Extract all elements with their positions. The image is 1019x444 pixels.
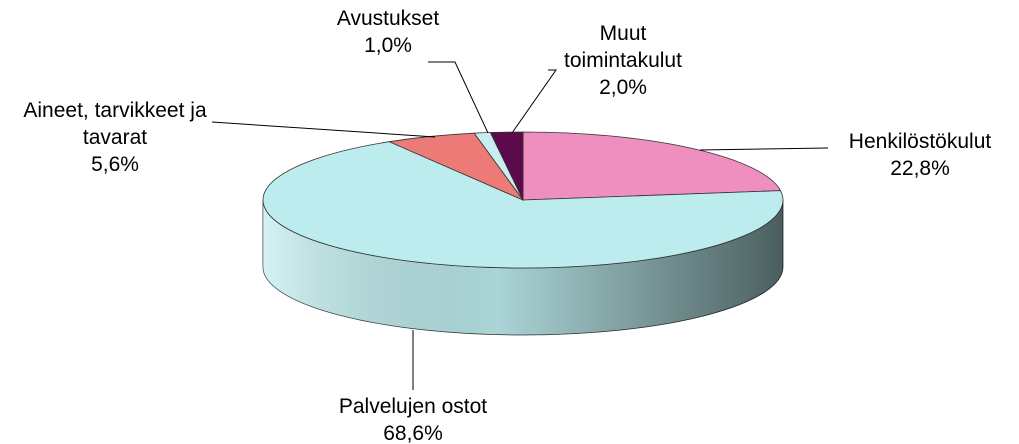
leader-line [699, 147, 829, 151]
slice-side-shade [263, 200, 783, 335]
value-label: 5,6% [91, 153, 139, 176]
value-label: 1,0% [364, 34, 412, 57]
category-label: Aineet, tarvikkeet ja tavarat [23, 99, 207, 149]
slice-label: Avustukset 1,0% [318, 5, 458, 59]
leader-line [511, 69, 557, 134]
value-label: 22,8% [890, 157, 950, 180]
category-label: Muut toimintakulut [564, 22, 682, 72]
slice [262, 141, 784, 269]
value-label: 68,6% [383, 422, 443, 444]
slice [489, 131, 524, 201]
slice-label: Muut toimintakulut 2,0% [553, 20, 693, 101]
leader-lines [211, 61, 829, 390]
category-label: Palvelujen ostot [338, 395, 488, 418]
leader-line [211, 121, 436, 138]
slice [522, 131, 782, 201]
category-label: Henkilöstökulut [848, 130, 992, 153]
value-label: 2,0% [599, 76, 647, 99]
slice-label: Palvelujen ostot 68,6% [303, 393, 523, 444]
slice-label: Henkilöstökulut 22,8% [830, 128, 1010, 182]
category-label: Avustukset [336, 7, 440, 30]
slice-label: Aineet, tarvikkeet ja tavarat 5,6% [6, 97, 224, 178]
leader-line [428, 61, 489, 134]
